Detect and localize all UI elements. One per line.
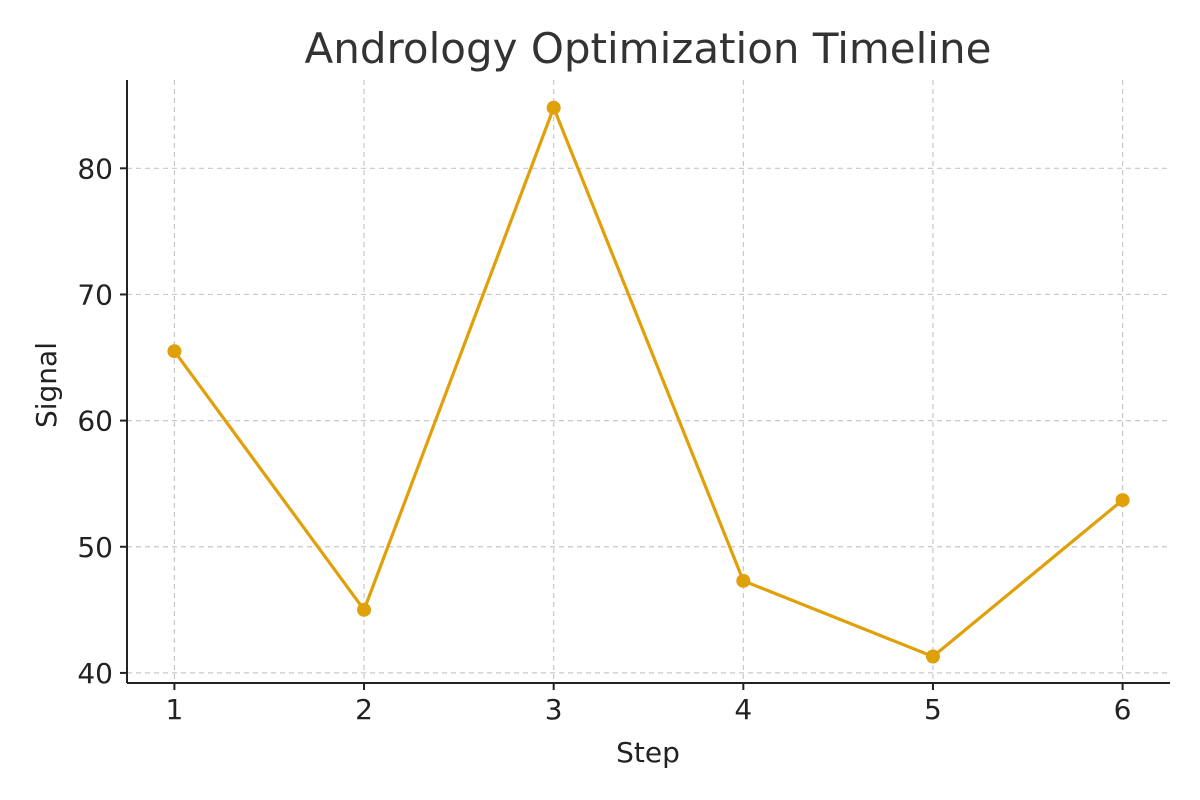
data-point[interactable] — [736, 573, 751, 588]
x-tick-label: 1 — [165, 693, 183, 726]
x-tick-label: 6 — [1114, 693, 1132, 726]
grid — [127, 80, 1170, 683]
y-tick-label: 60 — [77, 405, 113, 438]
data-point[interactable] — [357, 602, 372, 617]
y-tick-label: 80 — [77, 152, 113, 185]
y-tick-label: 70 — [77, 278, 113, 311]
data-point[interactable] — [167, 344, 182, 359]
y-tick-label: 50 — [77, 531, 113, 564]
x-axis-label: Step — [616, 736, 680, 769]
axes: 1 2 3 4 5 6 40 50 60 70 80 — [77, 80, 1170, 726]
data-point[interactable] — [546, 100, 561, 115]
series-layer — [167, 100, 1130, 664]
chart-title: Andrology Optimization Timeline — [305, 24, 992, 73]
data-point[interactable] — [1115, 493, 1130, 508]
x-tick-label: 4 — [734, 693, 752, 726]
x-tick-label: 2 — [355, 693, 373, 726]
x-tick-label: 3 — [545, 693, 563, 726]
x-tick-label: 5 — [924, 693, 942, 726]
y-tick-label: 40 — [77, 657, 113, 690]
series-line — [172, 106, 1125, 659]
y-axis-label: Signal — [30, 342, 63, 428]
data-point[interactable] — [925, 649, 940, 664]
